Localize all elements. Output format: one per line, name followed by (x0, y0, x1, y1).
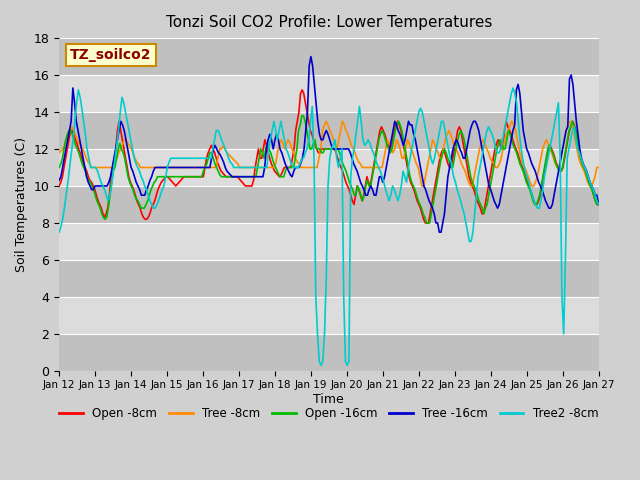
Tree2 -8cm (225, 156, 232, 161)
Open -8cm (520, 168, 528, 174)
Y-axis label: Soil Temperatures (C): Soil Temperatures (C) (15, 137, 28, 272)
Open -16cm (298, 113, 306, 119)
Tree -8cm (57, 148, 65, 154)
Open -8cm (595, 202, 602, 207)
Open -16cm (55, 165, 63, 170)
Open -16cm (579, 161, 586, 167)
Open -8cm (374, 137, 382, 143)
Bar (59, 223, 598, 260)
Line: Tree2 -8cm: Tree2 -8cm (59, 88, 598, 365)
Open -16cm (395, 119, 403, 124)
Open -8cm (55, 183, 63, 189)
Bar (59, 334, 598, 371)
Tree -16cm (254, 174, 262, 180)
Open -8cm (261, 137, 269, 143)
Tree -8cm (387, 146, 395, 152)
Open -8cm (407, 180, 415, 185)
Bar (59, 149, 598, 186)
Legend: Open -8cm, Tree -8cm, Open -16cm, Tree -16cm, Tree2 -8cm: Open -8cm, Tree -8cm, Open -16cm, Tree -… (54, 402, 604, 425)
Line: Open -8cm: Open -8cm (59, 90, 598, 223)
Open -16cm (116, 141, 124, 146)
Bar (59, 38, 598, 75)
X-axis label: Time: Time (314, 393, 344, 406)
Line: Tree -8cm: Tree -8cm (59, 121, 598, 186)
Line: Open -16cm: Open -16cm (59, 116, 598, 223)
Title: Tonzi Soil CO2 Profile: Lower Temperatures: Tonzi Soil CO2 Profile: Lower Temperatur… (166, 15, 492, 30)
Tree -8cm (378, 165, 386, 170)
Open -8cm (421, 220, 429, 226)
Open -16cm (98, 211, 106, 216)
Bar (59, 260, 598, 297)
Tree2 -8cm (595, 202, 602, 207)
Tree -16cm (435, 229, 443, 235)
Text: TZ_soilco2: TZ_soilco2 (70, 48, 152, 62)
Bar (59, 75, 598, 112)
Tree -16cm (55, 178, 63, 183)
Open -16cm (531, 202, 538, 207)
Tree2 -8cm (55, 229, 63, 235)
Tree -8cm (513, 137, 521, 143)
Open -8cm (298, 87, 306, 93)
Bar (59, 112, 598, 149)
Tree2 -8cm (317, 362, 325, 368)
Tree -16cm (595, 202, 602, 207)
Tree -8cm (376, 165, 384, 170)
Bar (59, 297, 598, 334)
Open -16cm (595, 202, 602, 207)
Open -16cm (70, 137, 77, 143)
Tree -8cm (418, 183, 426, 189)
Tree -16cm (307, 54, 315, 60)
Open -8cm (167, 178, 175, 183)
Tree -16cm (275, 137, 282, 143)
Tree -16cm (65, 128, 73, 133)
Bar (59, 186, 598, 223)
Tree2 -8cm (312, 294, 319, 300)
Tree -16cm (338, 146, 346, 152)
Tree -8cm (595, 165, 602, 170)
Tree2 -8cm (553, 109, 561, 115)
Tree2 -8cm (202, 156, 210, 161)
Tree2 -8cm (509, 85, 517, 91)
Tree -8cm (548, 150, 556, 156)
Tree2 -8cm (116, 109, 124, 115)
Tree -16cm (67, 119, 75, 124)
Tree -16cm (79, 156, 87, 161)
Line: Tree -16cm: Tree -16cm (59, 57, 598, 232)
Open -8cm (356, 192, 364, 198)
Tree -8cm (323, 119, 330, 124)
Tree -8cm (55, 150, 63, 156)
Tree2 -8cm (289, 165, 297, 170)
Open -16cm (422, 220, 430, 226)
